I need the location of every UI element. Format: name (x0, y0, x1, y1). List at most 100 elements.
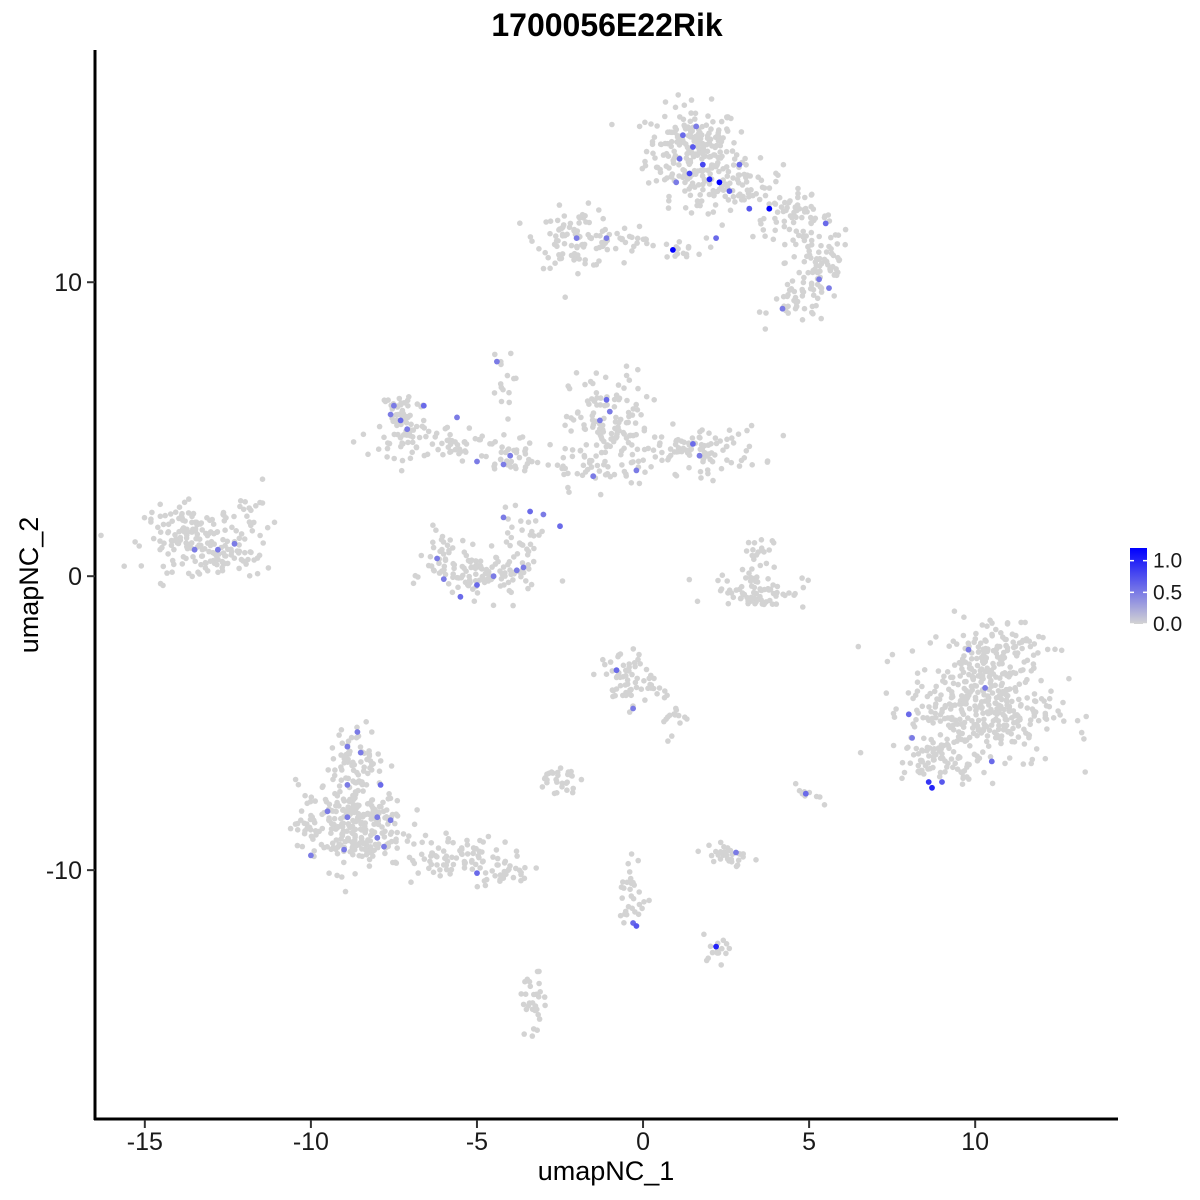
cell-point (730, 440, 737, 446)
cell-point (446, 547, 452, 554)
cell-point (964, 774, 970, 780)
cell-point (948, 689, 955, 695)
cell-point (635, 366, 641, 373)
cell-point (857, 749, 864, 756)
cell-point (924, 747, 930, 754)
cell-point (229, 524, 235, 531)
cell-point (477, 865, 483, 871)
cell-point (758, 537, 765, 543)
cell-point (743, 575, 749, 581)
cell-point (228, 552, 234, 558)
expressed-cell-point (982, 685, 988, 691)
cell-point (931, 688, 938, 695)
cell-point (933, 714, 939, 721)
cell-point (1004, 692, 1011, 699)
cell-point (638, 686, 645, 692)
cell-point (350, 851, 356, 858)
cell-point (563, 413, 570, 420)
cell-point (743, 162, 749, 168)
cell-point (771, 564, 777, 570)
cell-point (529, 528, 535, 535)
cell-point (705, 167, 711, 174)
cell-point (497, 456, 504, 463)
cell-point (541, 994, 548, 1000)
cell-point (711, 192, 717, 198)
cell-point (688, 129, 694, 136)
cell-point (634, 675, 640, 682)
cell-point (904, 745, 910, 751)
cell-point (944, 736, 950, 743)
cell-point (787, 198, 793, 204)
cell-point (345, 775, 352, 782)
cell-point (532, 518, 539, 524)
cell-point (816, 249, 822, 255)
colorbar-ticks: 1.0 0.5 0.0 (1130, 550, 1182, 636)
cell-point (619, 895, 625, 901)
cell-point (666, 129, 673, 135)
cell-point (970, 675, 976, 682)
expressed-cell-point (397, 417, 404, 424)
cell-point (464, 851, 471, 857)
cell-point (1040, 634, 1046, 641)
cell-point (758, 221, 764, 227)
expressed-cell-point (690, 144, 696, 150)
expressed-cell-point (606, 408, 613, 415)
cell-point (730, 594, 737, 601)
cell-point (915, 710, 921, 716)
cell-point (384, 454, 390, 460)
cell-point (663, 241, 670, 248)
cell-point (889, 651, 896, 658)
cell-point (914, 688, 921, 694)
cell-point (444, 424, 451, 431)
cell-point (736, 463, 743, 469)
cell-point (677, 720, 683, 726)
cell-point (696, 251, 702, 258)
cell-point (368, 767, 375, 773)
cell-point (558, 255, 565, 262)
cell-point (665, 457, 671, 463)
cell-point (505, 579, 512, 586)
cell-point (981, 716, 987, 723)
cell-point (1081, 736, 1087, 742)
cell-point (172, 532, 178, 538)
cell-point (1027, 721, 1033, 728)
cell-point (1024, 705, 1031, 711)
cell-point (544, 777, 550, 783)
cell-point (586, 401, 592, 408)
cell-point (624, 681, 631, 687)
cell-point (490, 854, 496, 860)
cell-point (430, 539, 436, 546)
cell-point (597, 491, 604, 498)
cell-point (360, 788, 366, 794)
cell-point (1038, 677, 1044, 684)
cell-point (958, 706, 965, 713)
cell-point (497, 872, 504, 878)
cell-point (526, 440, 533, 446)
cell-point (219, 567, 226, 574)
cell-point (986, 727, 993, 734)
cell-point (369, 830, 376, 837)
cell-point (419, 839, 426, 846)
cell-point (663, 163, 670, 169)
cell-point (992, 734, 999, 741)
cell-point (441, 567, 447, 573)
cell-point (984, 733, 991, 739)
cell-point (986, 669, 992, 675)
expressed-cell-point (822, 220, 829, 227)
cell-point (763, 560, 770, 567)
cell-point (590, 422, 597, 428)
cell-point (339, 824, 346, 830)
cell-point (686, 147, 692, 154)
expressed-cell-point (344, 782, 351, 788)
cell-point (950, 764, 956, 771)
cell-point (944, 669, 951, 675)
cell-point (975, 689, 981, 696)
cell-point (393, 838, 399, 845)
cell-point (710, 187, 716, 194)
cell-point (312, 828, 319, 834)
cell-point (641, 427, 648, 434)
cell-point (513, 375, 519, 382)
cell-point (445, 444, 452, 451)
cell-point (961, 614, 967, 620)
cell-point (835, 232, 842, 238)
